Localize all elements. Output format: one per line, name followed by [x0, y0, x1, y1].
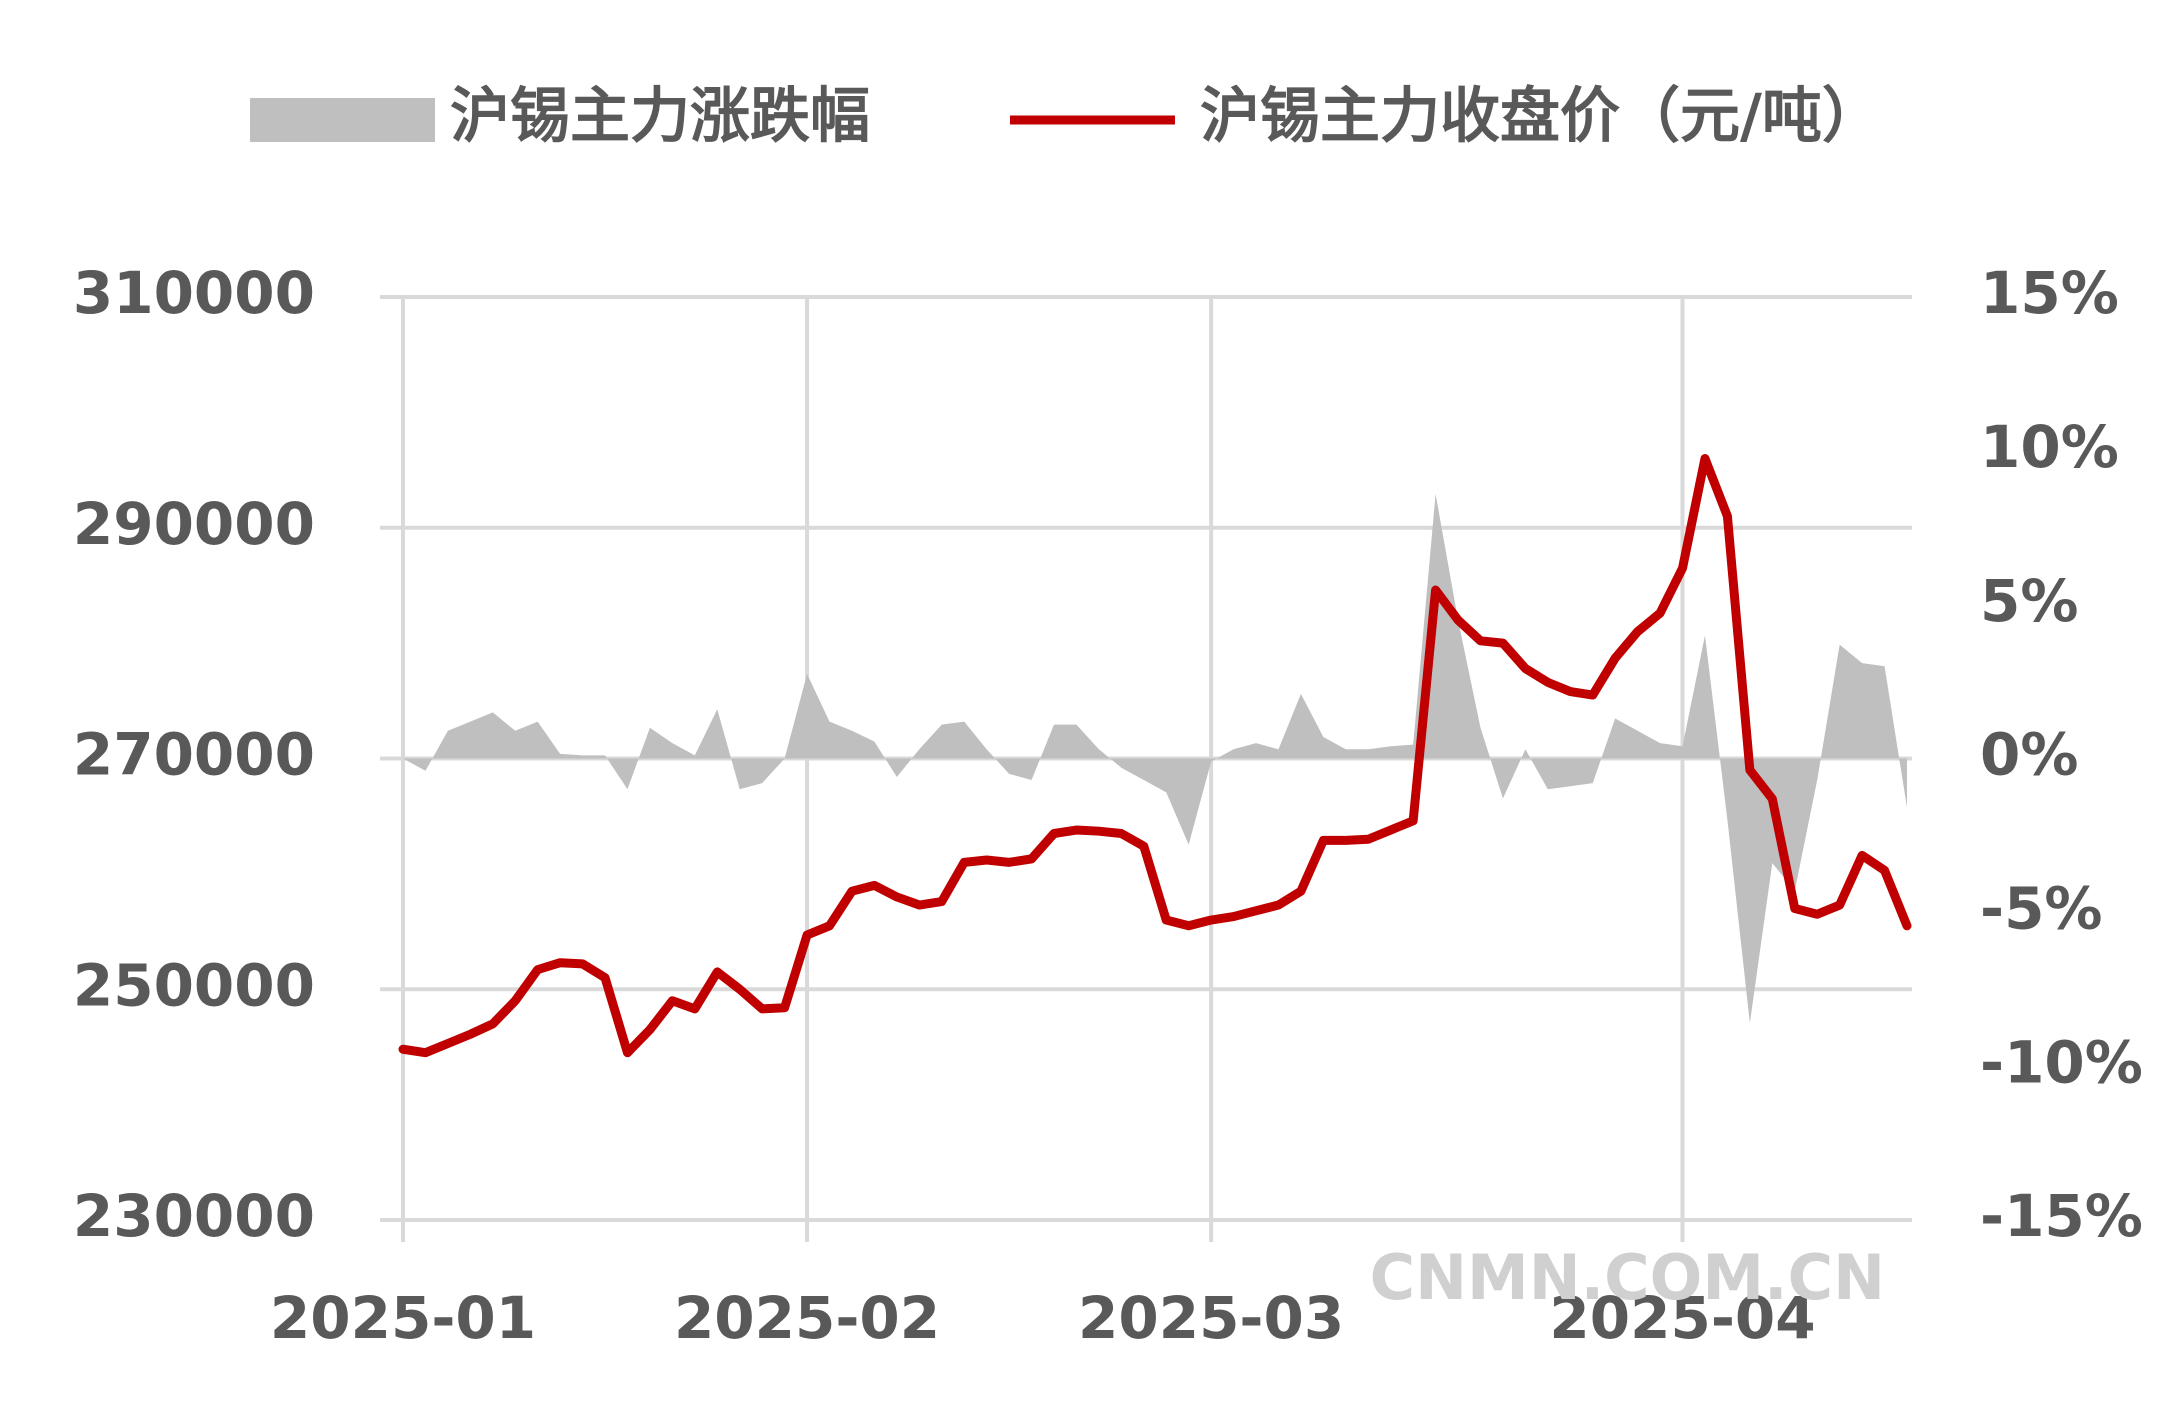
x-tick-label: 2025-01 [270, 1284, 536, 1352]
watermark: CNMN.COM.CN [1370, 1241, 1885, 1314]
legend-label: 沪锡主力收盘价（元/吨） [1200, 82, 1882, 152]
y2-tick-label: 5% [1980, 567, 2078, 635]
x-tick-label: 2025-04 [1549, 1284, 1815, 1352]
legend-label: 沪锡主力涨跌幅 [450, 82, 870, 152]
y2-tick-label: 0% [1980, 721, 2078, 789]
y-tick-label: 230000 [73, 1182, 315, 1250]
y2-tick-label: -15% [1980, 1182, 2143, 1250]
line [398, 454, 1912, 1058]
marks [398, 454, 1912, 1058]
legend-swatch [250, 98, 435, 142]
y-tick-label: 290000 [73, 490, 315, 558]
y2-tick-label: 15% [1980, 259, 2119, 327]
labels: 230000 250000 270000 290000 310000 -15% -10% -5… [73, 82, 2143, 1353]
area [403, 493, 1907, 1024]
x-tick-label: 2025-03 [1078, 1284, 1344, 1352]
x-tick-label: 2025-02 [674, 1284, 940, 1352]
y-tick-label: 250000 [73, 951, 315, 1019]
y-tick-label: 310000 [73, 259, 315, 327]
y2-tick-label: -5% [1980, 874, 2103, 942]
y2-tick-label: -10% [1980, 1028, 2143, 1096]
y-tick-label: 270000 [73, 721, 315, 789]
y2-tick-label: 10% [1980, 413, 2119, 481]
